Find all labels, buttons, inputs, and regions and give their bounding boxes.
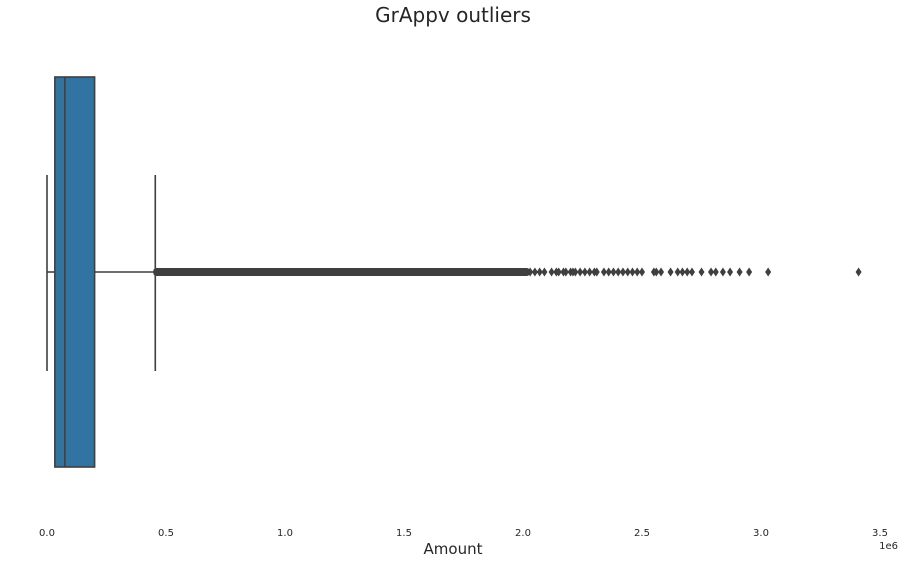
outlier-point [653,267,660,277]
outlier-point [629,267,636,277]
x-tick-label: 3.0 [753,528,769,539]
outlier-point [658,267,665,277]
outlier-dense-band [153,268,530,276]
outlier-point [577,267,584,277]
outlier-point [688,267,695,277]
outlier-point [727,267,734,277]
outlier-point [610,267,617,277]
outlier-point [698,267,705,277]
outlier-point [586,267,593,277]
x-tick-label: 0.0 [39,528,55,539]
outlier-point [581,267,588,277]
outlier-point [765,267,772,277]
outlier-point [593,267,600,277]
outlier-point [541,267,548,277]
outlier-point [605,267,612,277]
x-tick-label: 2.0 [515,528,531,539]
x-axis-ticks: 0.0 0.5 1.0 1.5 2.0 2.5 3.0 3.5 [39,528,888,539]
outlier-point [684,267,691,277]
outlier-point [639,267,645,277]
x-tick-label: 3.5 [872,528,888,539]
outlier-point [615,267,622,277]
outlier-point [527,267,534,277]
outlier-point [855,267,862,277]
outlier-point [531,267,538,277]
outlier-point [555,267,562,277]
x-tick-label: 1.5 [396,528,412,539]
outlier-point [619,267,626,277]
outlier-point [679,267,686,277]
outlier-point [634,267,641,277]
outlier-point [674,267,681,277]
outlier-point [708,267,715,277]
outlier-point [572,267,579,277]
outlier-point [600,267,607,277]
x-axis-label: Amount [424,540,483,558]
outlier-point [624,267,631,277]
plot-area [46,76,862,468]
x-tick-label: 1.0 [277,528,293,539]
outlier-point [548,267,555,277]
outlier-point [719,267,726,277]
outlier-point [746,267,753,277]
outlier-point [562,267,569,277]
outlier-point [712,267,719,277]
iqr-box [54,76,96,468]
chart-title: GrAppv outliers [375,3,531,27]
outlier-point [667,267,674,277]
x-axis-offset-label: 1e6 [879,541,898,552]
x-tick-label: 0.5 [158,528,174,539]
x-tick-label: 2.5 [634,528,650,539]
outlier-point [536,267,543,277]
outlier-point [736,267,743,277]
